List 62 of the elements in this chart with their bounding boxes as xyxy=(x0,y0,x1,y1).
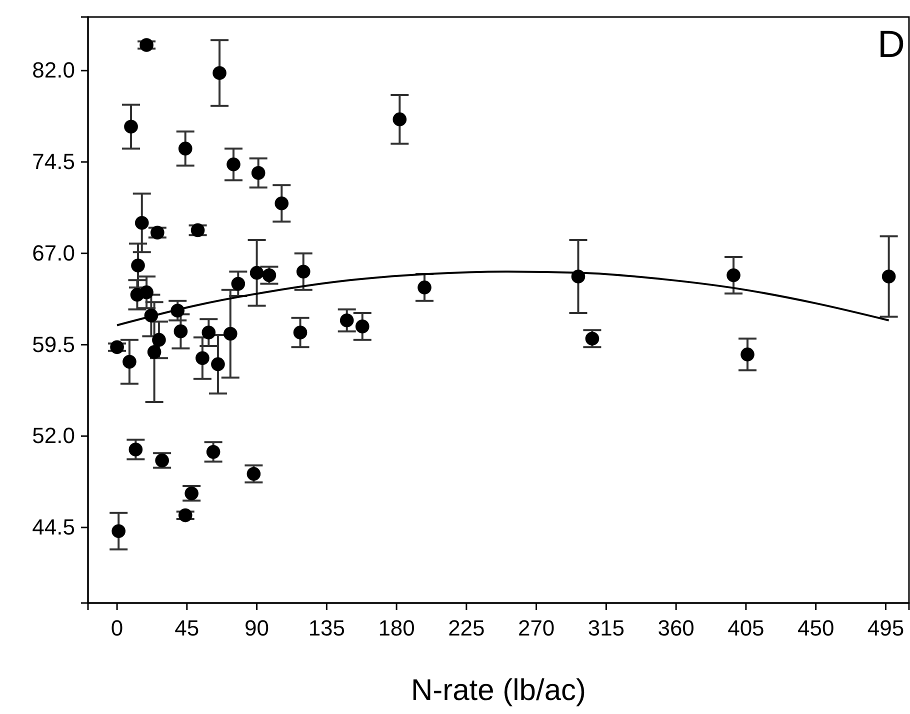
point xyxy=(110,340,124,354)
x-tick-label: 225 xyxy=(448,616,485,641)
point xyxy=(196,351,210,366)
point xyxy=(726,268,740,282)
point xyxy=(155,454,169,468)
point xyxy=(202,326,216,340)
y-tick-label: 44.5 xyxy=(32,514,75,540)
point xyxy=(262,268,276,282)
point xyxy=(274,196,289,210)
point xyxy=(134,216,149,230)
x-tick-label: 360 xyxy=(658,616,694,641)
x-tick-label: 495 xyxy=(867,616,904,641)
x-tick-label: 450 xyxy=(797,616,834,641)
point xyxy=(122,354,136,369)
point xyxy=(251,166,266,180)
x-tick-label: 315 xyxy=(588,616,625,641)
x-tick-label: 270 xyxy=(518,616,555,641)
point xyxy=(112,524,126,538)
point xyxy=(212,66,226,80)
point xyxy=(882,270,896,284)
point xyxy=(140,38,154,52)
point xyxy=(418,280,432,294)
point xyxy=(190,223,205,238)
point xyxy=(293,326,308,340)
annotation: D xyxy=(878,24,905,66)
point xyxy=(223,326,238,341)
point xyxy=(178,508,192,522)
point xyxy=(174,324,188,338)
point xyxy=(226,158,240,172)
x-tick-label: 135 xyxy=(308,616,346,641)
point xyxy=(147,345,162,359)
x-tick-label: 45 xyxy=(174,616,200,641)
point xyxy=(184,486,198,500)
point xyxy=(392,112,407,126)
point xyxy=(131,258,145,272)
point xyxy=(152,332,166,347)
y-tick-label: 74.5 xyxy=(32,149,75,174)
point xyxy=(206,445,220,459)
x-axis-title: N-rate (lb/ac) xyxy=(410,674,586,707)
x-tick-label: 180 xyxy=(378,616,415,641)
point xyxy=(296,264,310,279)
point xyxy=(246,466,261,481)
point xyxy=(150,226,164,240)
x-tick-label: 405 xyxy=(728,616,764,641)
y-tick-label: 67.0 xyxy=(32,240,75,266)
line-series xyxy=(116,270,890,326)
y-tick-label: 82.0 xyxy=(32,58,75,83)
x-tick-label: 90 xyxy=(244,616,270,641)
point xyxy=(211,357,225,372)
point xyxy=(231,276,246,291)
y-tick-label: 52.0 xyxy=(32,423,75,448)
x-tick-label: 0 xyxy=(110,616,124,641)
point xyxy=(340,313,354,328)
point xyxy=(585,332,600,346)
point xyxy=(128,442,143,456)
point xyxy=(250,266,264,280)
point xyxy=(740,348,754,362)
point xyxy=(355,320,370,334)
y-tick-label: 59.5 xyxy=(32,332,75,357)
point xyxy=(124,120,138,134)
point xyxy=(140,285,154,300)
point xyxy=(178,142,192,156)
